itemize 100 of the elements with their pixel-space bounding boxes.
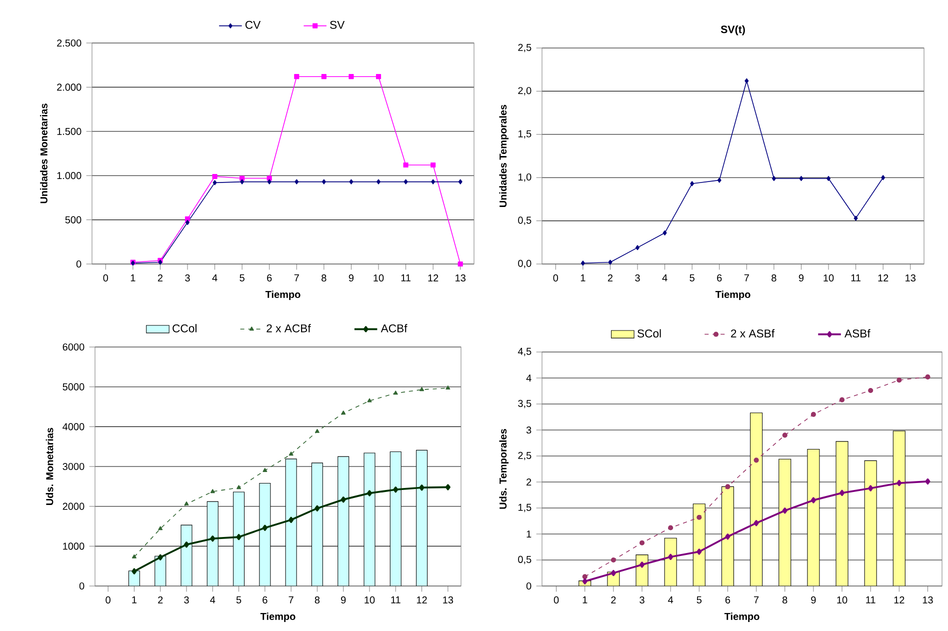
y-tick-label: 4 <box>526 374 532 382</box>
y-tick-label: 1,5 <box>518 504 532 512</box>
y-tick-label: 3000 <box>62 462 84 470</box>
x-tick-label: 8 <box>322 274 326 282</box>
y-tick-label: 500 <box>65 216 82 224</box>
x-tick-label: 5 <box>696 596 702 604</box>
y-tick-label: 6000 <box>62 343 84 351</box>
x-tick-label: 6 <box>717 274 722 282</box>
legend-label: 2 x ASBf <box>731 329 775 338</box>
x-tick-label: 6 <box>725 596 730 604</box>
x-tick-label: 1 <box>580 274 586 282</box>
x-tick-label: 6 <box>267 274 272 282</box>
x-tick-label: 0 <box>103 274 108 282</box>
y-tick-label: 1 <box>526 530 532 538</box>
x-tick-label: 7 <box>288 596 294 604</box>
chart-title: SV(t) <box>720 25 745 36</box>
y-tick-label: 0,5 <box>518 216 532 225</box>
x-tick-label: 10 <box>824 274 834 282</box>
y-tick-label: 2 <box>526 478 532 486</box>
x-tick-label: 12 <box>894 596 904 604</box>
y-tick-label: 4000 <box>62 423 84 430</box>
y-tick-label: 1.500 <box>57 128 82 135</box>
x-tick-label: 0 <box>554 596 559 604</box>
legend-label: 2 x ACBf <box>266 324 311 332</box>
y-axis-title: Uds. Temporales <box>499 429 509 509</box>
x-tick-label: 10 <box>837 596 848 604</box>
x-tick-label: 9 <box>341 596 346 604</box>
x-axis-title: Tiempo <box>265 290 300 300</box>
y-tick-label: 3,5 <box>518 400 532 408</box>
x-tick-label: 13 <box>906 274 916 282</box>
x-tick-label: 8 <box>314 596 320 604</box>
x-axis-title: Tiempo <box>724 612 760 622</box>
y-tick-label: 0 <box>79 582 84 590</box>
x-tick-label: 3 <box>184 596 189 604</box>
y-tick-label: 1000 <box>63 542 84 550</box>
x-tick-label: 11 <box>851 274 861 282</box>
legend-label: SCol <box>638 329 661 338</box>
x-tick-label: 0 <box>553 274 558 282</box>
y-tick-label: 2.500 <box>57 39 82 47</box>
x-tick-label: 11 <box>391 596 400 604</box>
y-axis-title: Unidades Monetarias <box>40 104 48 204</box>
x-tick-label: 11 <box>401 274 410 282</box>
x-tick-label: 10 <box>374 274 384 282</box>
x-tick-label: 4 <box>668 596 674 604</box>
x-tick-label: 8 <box>772 274 776 282</box>
y-tick-label: 3 <box>526 426 532 434</box>
x-tick-label: 6 <box>262 596 268 604</box>
x-tick-label: 5 <box>690 274 694 282</box>
y-tick-label: 1,5 <box>518 130 532 138</box>
x-tick-label: 5 <box>240 274 244 282</box>
y-tick-label: 1,0 <box>518 173 532 182</box>
y-tick-label: 2,5 <box>518 452 532 460</box>
y-axis-title: Uds. Monetarias <box>46 428 54 505</box>
legend-label: CV <box>245 20 261 29</box>
x-tick-label: 12 <box>878 274 888 282</box>
x-tick-label: 3 <box>185 274 190 282</box>
y-tick-label: 1.000 <box>57 172 82 180</box>
y-tick-label: 2.000 <box>57 84 82 91</box>
x-tick-label: 4 <box>662 274 668 282</box>
y-tick-label: 2,0 <box>518 87 532 96</box>
x-tick-label: 2 <box>158 274 162 282</box>
x-tick-label: 1 <box>582 596 588 604</box>
x-tick-label: 7 <box>754 596 759 604</box>
x-tick-label: 12 <box>428 274 438 282</box>
y-tick-label: 0 <box>526 582 532 590</box>
y-axis-title: Unidades Temporales <box>499 104 509 207</box>
x-tick-label: 4 <box>212 274 218 282</box>
x-tick-label: 8 <box>782 596 788 604</box>
y-tick-label: 2,5 <box>518 44 532 52</box>
x-tick-label: 13 <box>443 596 454 604</box>
x-tick-label: 5 <box>236 596 242 604</box>
legend-label: CCol <box>172 324 196 332</box>
x-tick-label: 4 <box>210 596 216 604</box>
legend-label: ACBf <box>380 324 408 332</box>
x-tick-label: 13 <box>456 274 466 282</box>
x-axis-title: Tiempo <box>715 290 750 300</box>
legend-label: ASBf <box>844 329 870 338</box>
x-tick-label: 11 <box>866 596 876 604</box>
y-tick-label: 0,0 <box>518 260 532 268</box>
x-tick-label: 2 <box>611 596 616 604</box>
x-tick-label: 12 <box>416 596 427 604</box>
y-tick-label: 0,5 <box>518 556 532 564</box>
x-tick-label: 9 <box>811 596 816 604</box>
x-tick-label: 1 <box>132 596 137 604</box>
x-axis-title: Tiempo <box>260 612 296 622</box>
x-tick-label: 7 <box>294 274 299 282</box>
x-tick-label: 7 <box>744 274 749 282</box>
y-tick-label: 0 <box>76 260 82 268</box>
y-tick-label: 2000 <box>62 502 84 510</box>
legend-label: SV <box>330 20 345 29</box>
x-tick-label: 3 <box>640 596 644 604</box>
x-tick-label: 3 <box>635 274 640 282</box>
x-tick-label: 13 <box>922 596 933 604</box>
y-tick-label: 5000 <box>62 383 84 390</box>
x-tick-label: 0 <box>106 596 110 604</box>
x-tick-label: 1 <box>130 274 136 282</box>
x-tick-label: 9 <box>798 274 804 282</box>
x-tick-label: 2 <box>158 596 163 604</box>
x-tick-label: 10 <box>364 596 375 604</box>
y-tick-label: 4,5 <box>518 348 532 356</box>
